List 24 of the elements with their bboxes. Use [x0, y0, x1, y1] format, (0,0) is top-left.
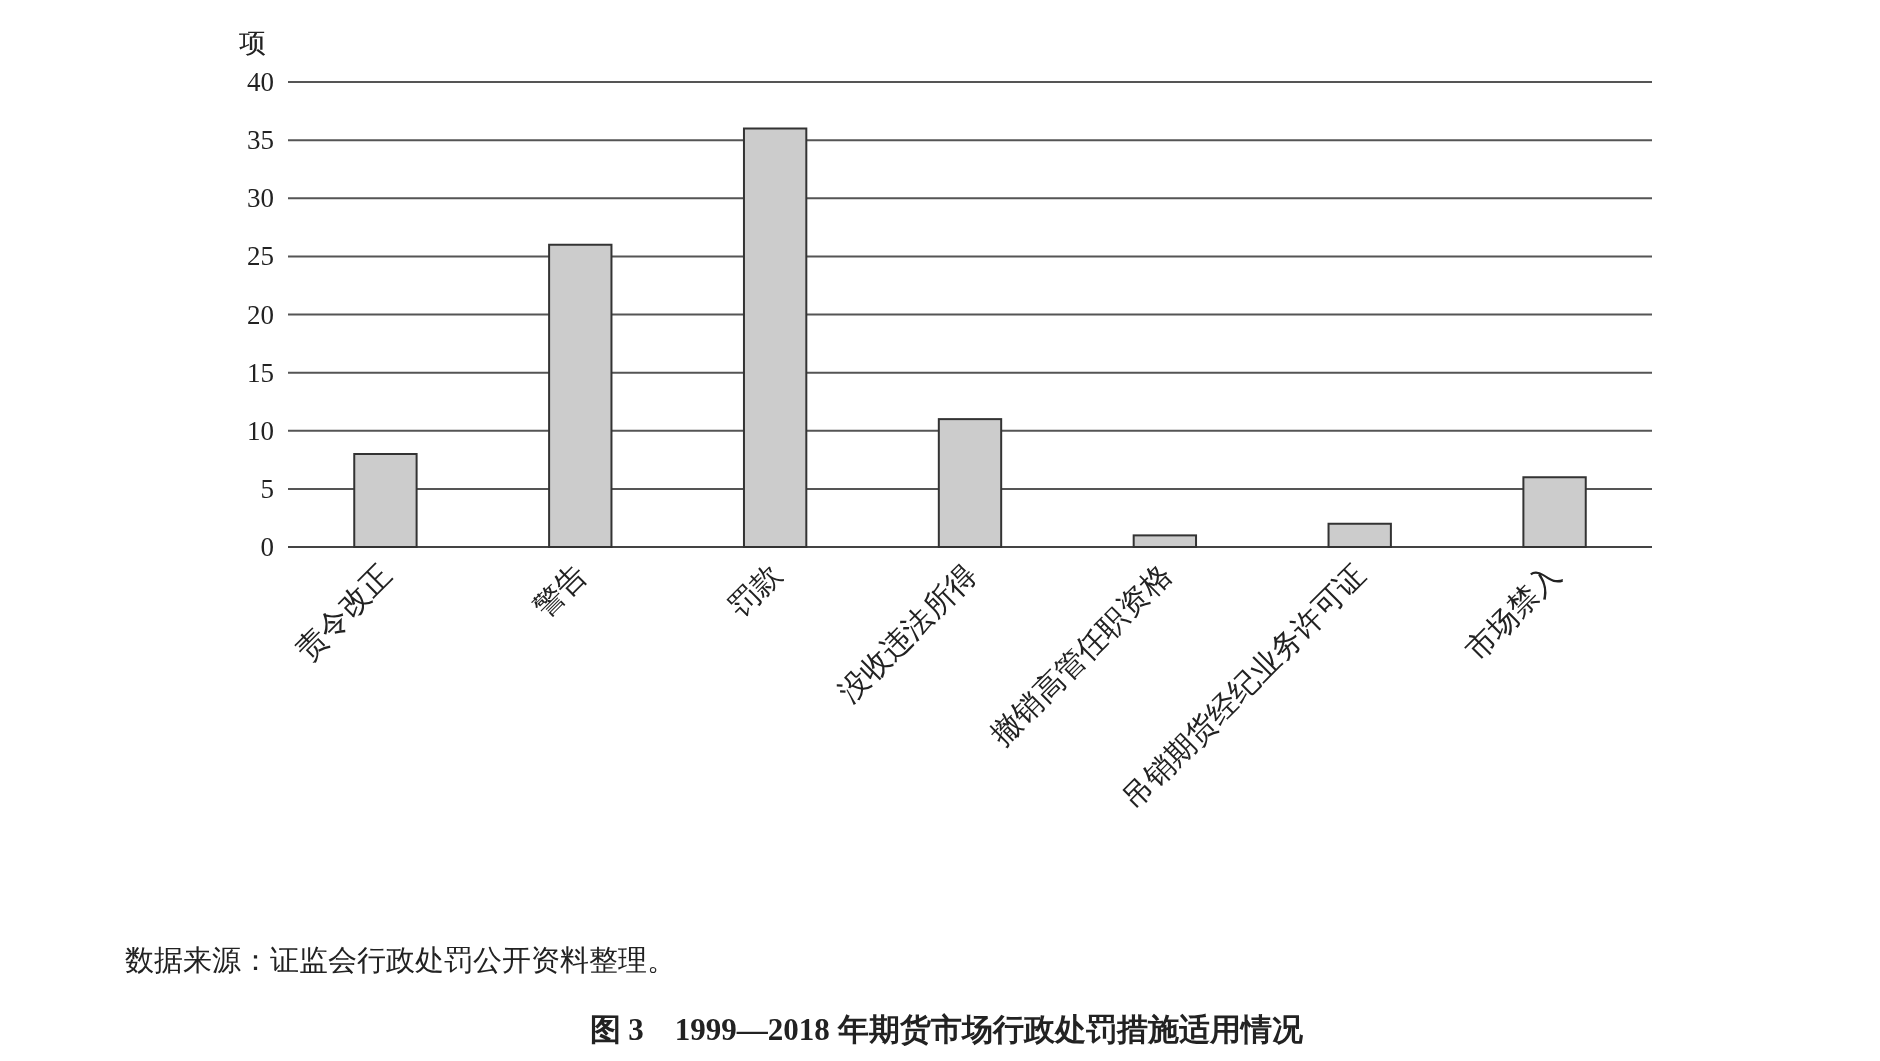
y-tick-label: 20 — [247, 299, 274, 330]
x-tick-label: 没收违法所得 — [831, 557, 983, 709]
bar — [1132, 534, 1198, 548]
x-tick-label: 罚款 — [721, 557, 788, 624]
y-tick-label: 0 — [260, 532, 274, 562]
y-tick-label: 35 — [247, 125, 274, 156]
x-tick-label: 市场禁入 — [1458, 557, 1567, 667]
y-tick-label: 25 — [247, 241, 274, 272]
bar — [1522, 476, 1587, 548]
bar — [1327, 522, 1392, 548]
y-tick-label: 40 — [247, 67, 274, 97]
bar — [548, 243, 613, 548]
y-axis-title: 项 — [238, 28, 266, 58]
y-tick-label: 10 — [247, 415, 274, 446]
text: 图 3 1999—2018 年期货市场行政处罚措施适用情况 — [589, 1012, 1304, 1047]
source-note: 数据来源：证监会行政处罚公开资料整理。 — [125, 944, 676, 976]
x-tick-label: 责令改正 — [289, 557, 398, 667]
y-tick-label: 15 — [247, 357, 274, 388]
bar — [742, 127, 808, 548]
x-tick-label: 警告 — [526, 557, 593, 624]
y-tick-label: 30 — [247, 183, 274, 214]
bar — [937, 418, 1003, 548]
y-tick-label: 5 — [260, 473, 274, 504]
bar — [353, 453, 418, 548]
